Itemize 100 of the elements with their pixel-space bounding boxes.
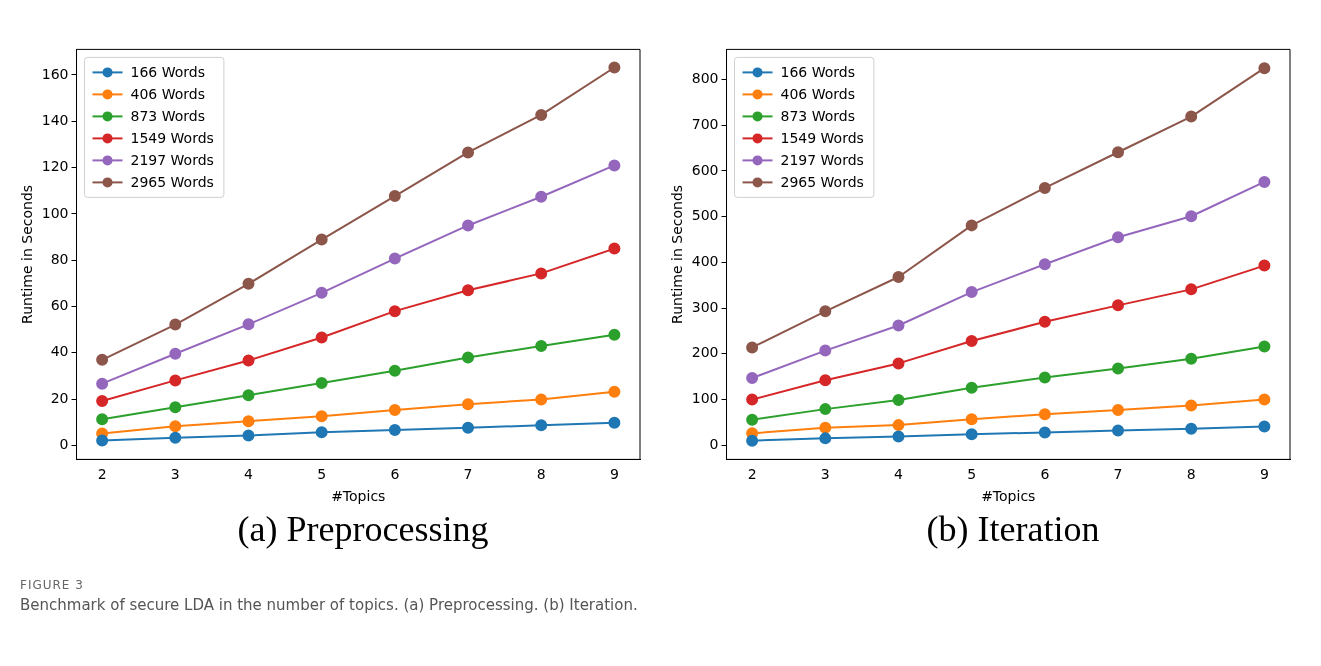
point — [96, 413, 109, 426]
point — [608, 61, 621, 74]
point — [1112, 146, 1125, 159]
y-tick-label: 100 — [41, 204, 69, 221]
point — [746, 372, 759, 385]
point — [462, 351, 475, 364]
text: (b) Iteration — [925, 508, 1101, 550]
point — [608, 159, 621, 172]
x-tick-label: 3 — [820, 466, 830, 483]
point — [1112, 231, 1125, 244]
legend-label: 873 Words — [130, 108, 205, 125]
y-tick-label: 120 — [41, 158, 69, 175]
point — [388, 190, 401, 203]
point — [315, 233, 328, 246]
point — [388, 305, 401, 318]
point — [819, 305, 832, 318]
point — [746, 393, 759, 406]
point — [169, 347, 182, 360]
legend-label: 166 Words — [130, 64, 205, 81]
point — [965, 219, 978, 232]
x-tick-label: 7 — [1113, 466, 1123, 483]
y-tick-label: 80 — [50, 250, 69, 267]
point — [96, 395, 109, 408]
point — [1038, 315, 1051, 328]
point — [608, 416, 621, 429]
x-tick-label: 2 — [97, 466, 107, 483]
point — [96, 353, 109, 366]
point — [535, 393, 548, 406]
legend-label: 406 Words — [130, 86, 205, 103]
point — [819, 344, 832, 357]
y-axis-title: Runtime in Seconds — [19, 184, 36, 324]
point — [1112, 404, 1125, 417]
point — [242, 277, 255, 290]
x-tick-label: 9 — [1259, 466, 1269, 483]
point — [462, 421, 475, 434]
point — [388, 423, 401, 436]
point — [819, 421, 832, 434]
x-tick-label: 5 — [967, 466, 977, 483]
point — [1038, 408, 1051, 421]
point — [1038, 181, 1051, 194]
point — [965, 286, 978, 299]
point — [169, 374, 182, 387]
y-tick-label: 100 — [691, 390, 719, 407]
point — [608, 328, 621, 341]
y-tick-label: 800 — [691, 70, 719, 87]
legend-label: 2197 Words — [780, 152, 864, 169]
point — [965, 335, 978, 348]
point — [1112, 299, 1125, 312]
point — [892, 393, 905, 406]
point — [1258, 259, 1271, 272]
y-tick-label: 60 — [50, 297, 69, 314]
point — [96, 377, 109, 390]
point — [892, 357, 905, 370]
point — [892, 271, 905, 284]
point — [535, 267, 548, 280]
point — [819, 403, 832, 416]
x-tick-label: 6 — [1040, 466, 1050, 483]
legend-label: 166 Words — [780, 64, 855, 81]
point — [535, 190, 548, 203]
y-tick-label: 300 — [691, 298, 719, 315]
point — [1038, 258, 1051, 271]
y-axis-title: Runtime in Seconds — [669, 184, 686, 324]
x-tick-label: 4 — [244, 466, 254, 483]
point — [746, 413, 759, 426]
y-tick-label: 700 — [691, 115, 719, 132]
point — [819, 432, 832, 445]
point — [1258, 340, 1271, 353]
point — [242, 354, 255, 367]
x-tick-label: 3 — [170, 466, 180, 483]
point — [462, 219, 475, 232]
y-tick-label: 600 — [691, 161, 719, 178]
x-axis-title: #Topics — [981, 488, 1036, 505]
point — [1185, 422, 1198, 435]
point — [892, 319, 905, 332]
x-tick-label: 4 — [894, 466, 904, 483]
legend-label: 1549 Words — [780, 130, 864, 147]
legend-label: 2197 Words — [130, 152, 214, 169]
point — [1258, 175, 1271, 188]
point — [892, 419, 905, 432]
point — [1185, 399, 1198, 412]
point — [242, 429, 255, 442]
point — [1112, 424, 1125, 437]
point — [1185, 352, 1198, 365]
point — [1258, 393, 1271, 406]
y-tick-label: 40 — [50, 343, 69, 360]
point — [608, 385, 621, 398]
point — [169, 431, 182, 444]
point — [1112, 362, 1125, 375]
x-tick-label: 2 — [747, 466, 757, 483]
point — [169, 401, 182, 414]
point — [388, 252, 401, 265]
point — [462, 398, 475, 411]
point — [315, 286, 328, 299]
point — [535, 339, 548, 352]
caption: FIGURE 3 — [20, 578, 85, 592]
point — [242, 318, 255, 331]
point — [1185, 283, 1198, 296]
x-tick-label: 9 — [609, 466, 619, 483]
y-tick-label: 200 — [691, 344, 719, 361]
y-tick-label: 0 — [709, 435, 719, 452]
